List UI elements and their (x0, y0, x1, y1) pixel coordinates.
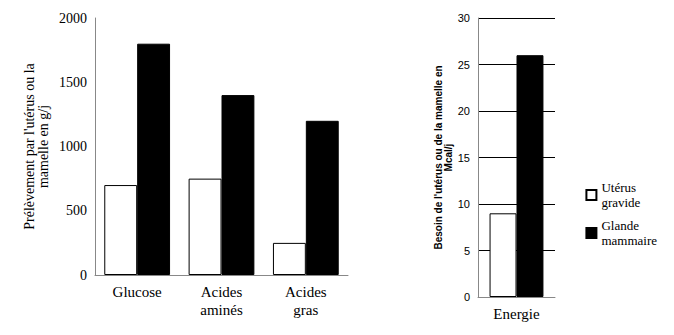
svg-text:mammaire: mammaire (601, 233, 657, 248)
svg-text:Energie: Energie (493, 306, 540, 322)
svg-text:20: 20 (458, 105, 470, 117)
svg-text:Prélèvement par l'utérus ou la: Prélèvement par l'utérus ou la (22, 62, 37, 229)
svg-text:Glucose: Glucose (113, 284, 162, 300)
svg-text:0: 0 (464, 291, 470, 303)
svg-text:gras: gras (293, 302, 318, 318)
svg-text:Glande: Glande (601, 218, 639, 233)
svg-text:500: 500 (66, 203, 87, 218)
svg-text:30: 30 (458, 12, 470, 24)
svg-text:aminés: aminés (200, 302, 243, 318)
svg-text:10: 10 (458, 198, 470, 210)
svg-text:Acides: Acides (201, 284, 243, 300)
svg-text:Acides: Acides (285, 284, 327, 300)
svg-text:gravide: gravide (601, 195, 640, 210)
svg-text:2000: 2000 (59, 11, 87, 26)
svg-text:mamelle en g/j: mamelle en g/j (36, 105, 51, 188)
svg-text:Utérus: Utérus (601, 180, 636, 195)
svg-text:5: 5 (464, 245, 470, 257)
svg-text:1000: 1000 (59, 139, 87, 154)
svg-text:Mcal/j: Mcal/j (443, 143, 454, 171)
svg-text:25: 25 (458, 59, 470, 71)
svg-text:0: 0 (80, 268, 87, 283)
svg-text:Besoin de l'utérus ou de la ma: Besoin de l'utérus ou de la mamelle en (433, 65, 445, 250)
svg-text:1500: 1500 (59, 75, 87, 90)
svg-text:15: 15 (458, 152, 470, 164)
